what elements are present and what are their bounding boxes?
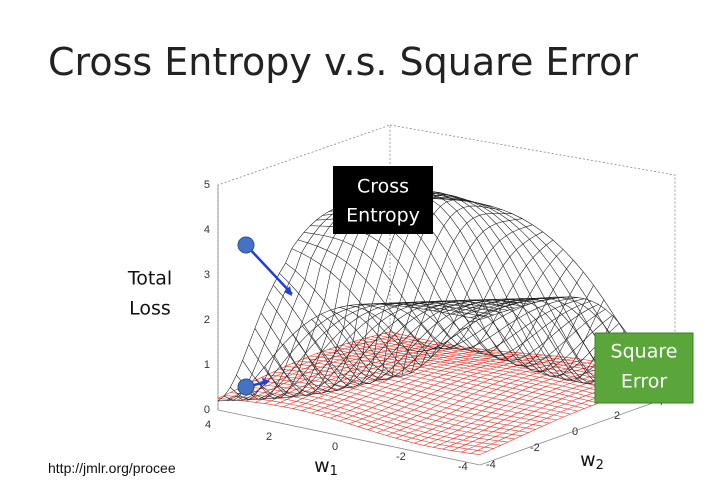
- mesh-line: [358, 231, 543, 359]
- cross-entropy-line: Cross: [357, 176, 409, 198]
- z-tick-label: 5: [204, 179, 210, 191]
- w2-tick-label: 0: [572, 426, 578, 438]
- z-ticks: 0 1 2 3 4 5: [204, 179, 210, 416]
- point: [237, 236, 255, 254]
- mesh-line: [423, 364, 614, 446]
- reference-link[interactable]: http://jmlr.org/procee: [48, 460, 176, 476]
- w2-tick-label: -2: [530, 442, 540, 454]
- w1-ticks: 4 2 0 -2 -4: [205, 419, 468, 473]
- z-tick-label: 0: [204, 404, 210, 416]
- cross-entropy-line: Entropy: [346, 205, 420, 227]
- mesh-line: [339, 218, 523, 374]
- w1-tick-label: 4: [205, 419, 211, 431]
- mesh-line: [348, 224, 533, 367]
- mesh-line: [311, 350, 492, 414]
- mesh-line: [330, 352, 513, 419]
- mesh-line: [255, 340, 431, 403]
- mesh-line: [320, 351, 503, 416]
- mesh-line: [264, 342, 441, 404]
- w1-tick-label: 2: [266, 431, 272, 443]
- mesh-line: [301, 194, 482, 388]
- floor-edge: [217, 394, 676, 466]
- mesh-line: [339, 352, 523, 422]
- arrow-head: [284, 286, 292, 296]
- mesh-line: [386, 357, 574, 436]
- w2-symbol: w: [580, 449, 596, 471]
- gradient-markers: [237, 236, 293, 396]
- z-label-line: Total: [127, 268, 172, 290]
- mesh-line: [348, 353, 533, 425]
- mesh-line: [433, 299, 625, 385]
- w1-subscript: 1: [330, 464, 338, 479]
- mesh-line: [414, 362, 604, 444]
- mesh-line: [376, 356, 564, 433]
- axes-frame: [217, 124, 676, 466]
- w1-symbol: w: [314, 455, 330, 477]
- mesh-line: [404, 360, 594, 442]
- mesh-line: [291, 248, 564, 352]
- mesh-line: [320, 205, 503, 381]
- w2-label: w2: [580, 449, 604, 473]
- square-error-line: Square: [611, 341, 678, 363]
- square-error-line: Error: [621, 371, 668, 393]
- mesh-line: [292, 191, 472, 391]
- point: [237, 378, 255, 396]
- z-tick-label: 1: [204, 359, 210, 371]
- arrow-head: [262, 378, 270, 386]
- mesh: [217, 190, 676, 455]
- w1-tick-label: -4: [458, 461, 468, 473]
- z-tick-label: 2: [204, 314, 210, 326]
- w1-tick-label: -2: [396, 451, 406, 463]
- mesh-line: [405, 285, 594, 373]
- mesh-line: [254, 299, 522, 395]
- mesh-line: [386, 259, 574, 360]
- w1-tick-label: 0: [332, 441, 338, 453]
- mesh-line: [292, 347, 472, 409]
- mesh-line: [414, 299, 605, 378]
- w2-tick-label: 2: [614, 410, 620, 422]
- w1-label: w1: [314, 455, 338, 479]
- mesh-line: [330, 213, 513, 377]
- mesh-line: [303, 232, 578, 350]
- mesh-line: [367, 239, 554, 351]
- w2-subscript: 2: [596, 458, 604, 473]
- mesh-line: [433, 366, 625, 448]
- square-error-box: [594, 332, 694, 404]
- z-tick-label: 3: [204, 269, 210, 281]
- mesh-line: [311, 199, 492, 384]
- mesh-line: [423, 299, 615, 382]
- z-label-line: Loss: [129, 298, 171, 320]
- mesh-line: [377, 249, 564, 355]
- cross-entropy-box: [333, 166, 433, 234]
- w2-tick-label: -4: [486, 459, 496, 471]
- arrow: [245, 244, 293, 295]
- slide-title: Cross Entropy v.s. Square Error: [48, 40, 639, 84]
- back-pane: [389, 124, 676, 395]
- z-tick-label: 4: [204, 224, 210, 236]
- mesh-line: [279, 273, 550, 381]
- mesh-line: [236, 336, 411, 401]
- mesh-line: [395, 359, 584, 439]
- mesh-line: [302, 348, 482, 411]
